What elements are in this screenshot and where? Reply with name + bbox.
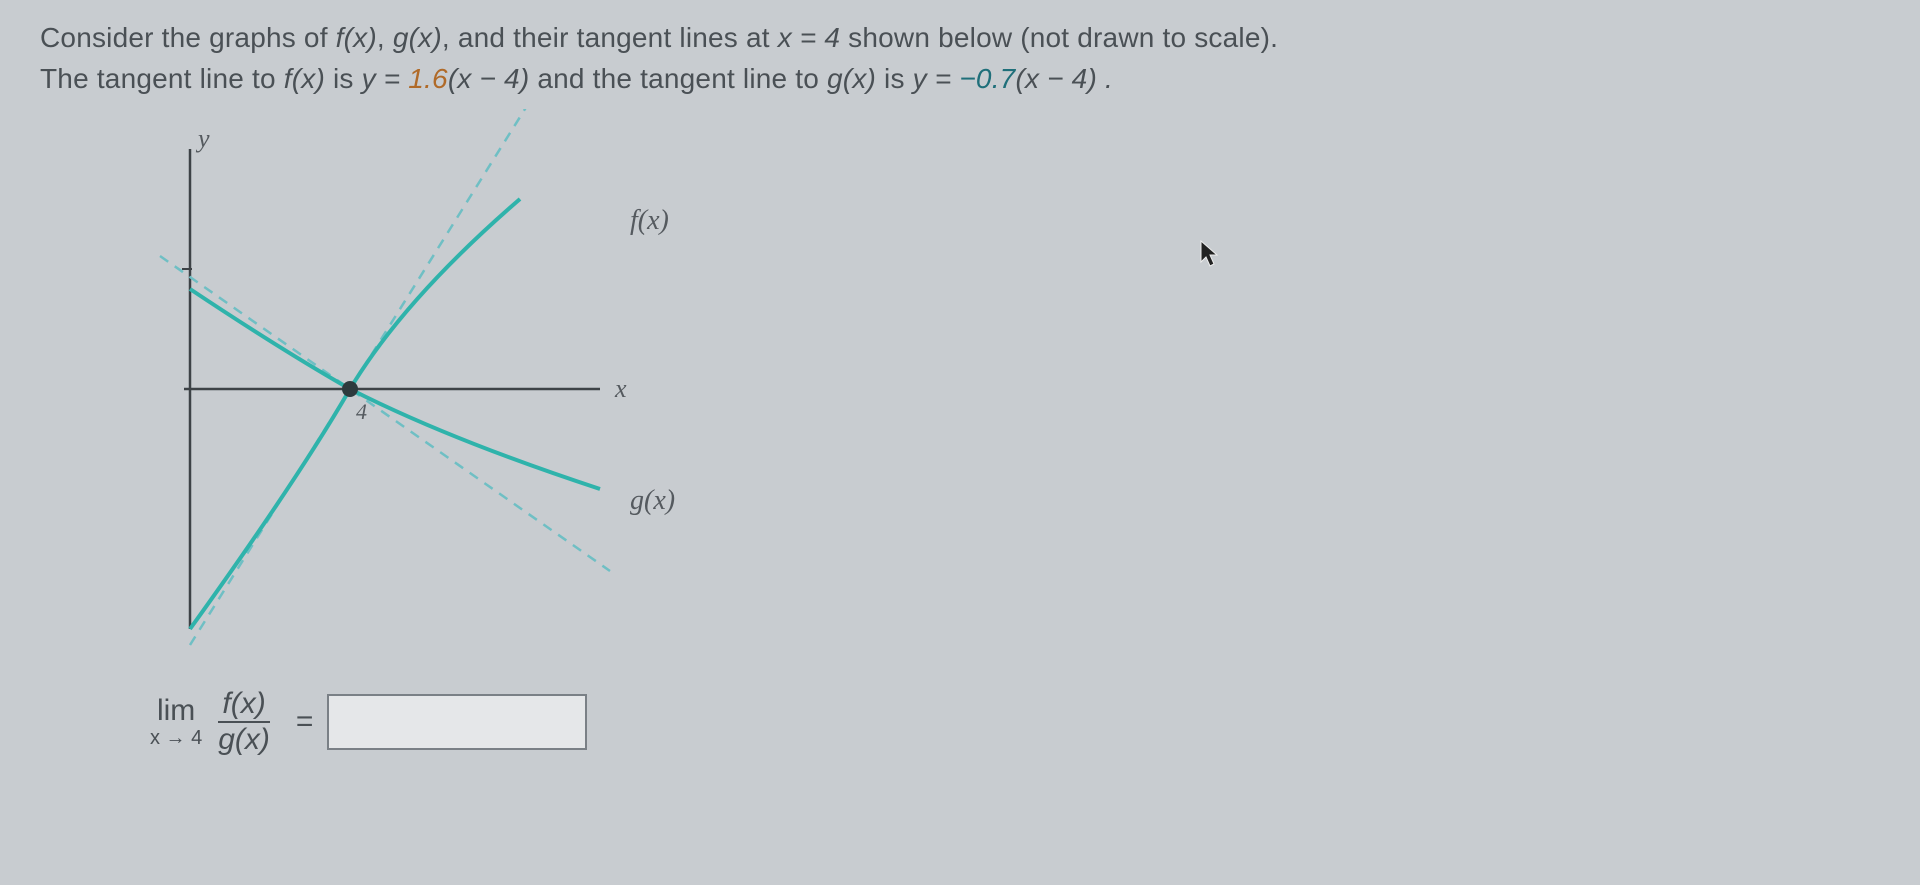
- text: shown below (not drawn to scale).: [840, 22, 1278, 53]
- tangent-point: [342, 381, 358, 397]
- x-axis-label: x: [614, 374, 627, 403]
- answer-row: lim x → 4 f(x) g(x) =: [150, 689, 1880, 755]
- denominator: g(x): [214, 723, 274, 755]
- text: The tangent line to: [40, 63, 284, 94]
- fraction: f(x) g(x): [214, 689, 274, 755]
- eq: y = −0.7(x − 4) .: [913, 63, 1113, 94]
- lim-sub: x → 4: [150, 728, 202, 748]
- text: is: [876, 63, 913, 94]
- coef-a: 1.6: [408, 63, 448, 94]
- eq: y = 1.6(x − 4): [362, 63, 530, 94]
- gx: g(x): [393, 22, 442, 53]
- equals: =: [296, 705, 314, 739]
- fx: f(x): [284, 63, 325, 94]
- f-label: f(x): [630, 205, 669, 236]
- y-axis-label: y: [195, 124, 210, 153]
- g-tangent-line: [160, 256, 610, 571]
- gx: g(x): [827, 63, 876, 94]
- x-tick-4: 4: [356, 399, 367, 424]
- f-tangent-line: [190, 109, 550, 645]
- text: ,: [377, 22, 393, 53]
- text: is: [325, 63, 362, 94]
- text: Consider the graphs of: [40, 22, 336, 53]
- coef-b: −0.7: [959, 63, 1015, 94]
- numerator: f(x): [218, 689, 269, 723]
- lim-text: lim: [157, 696, 195, 726]
- graph: y x 4 f(x) g(x): [40, 109, 820, 669]
- x-eq-4: x = 4: [778, 22, 840, 53]
- limit-operator: lim x → 4: [150, 696, 202, 748]
- fx: f(x): [336, 22, 377, 53]
- text: , and their tangent lines at: [442, 22, 778, 53]
- cursor-icon: [1200, 240, 1222, 268]
- g-label: g(x): [630, 485, 675, 516]
- text: and the tangent line to: [529, 63, 827, 94]
- problem-statement: Consider the graphs of f(x), g(x), and t…: [40, 18, 1880, 99]
- answer-input[interactable]: [327, 694, 587, 750]
